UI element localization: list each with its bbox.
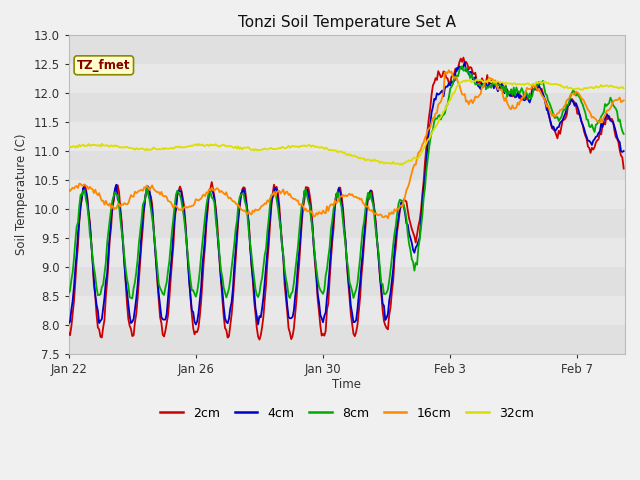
Title: Tonzi Soil Temperature Set A: Tonzi Soil Temperature Set A bbox=[238, 15, 456, 30]
X-axis label: Time: Time bbox=[332, 377, 362, 391]
Y-axis label: Soil Temperature (C): Soil Temperature (C) bbox=[15, 134, 28, 255]
Bar bbox=[68, 36, 625, 64]
Bar bbox=[68, 64, 625, 93]
Bar bbox=[68, 238, 625, 267]
Bar bbox=[68, 151, 625, 180]
Text: TZ_fmet: TZ_fmet bbox=[77, 59, 131, 72]
Bar bbox=[68, 325, 625, 354]
Bar bbox=[68, 180, 625, 209]
Bar bbox=[68, 209, 625, 238]
Bar bbox=[68, 93, 625, 122]
Bar bbox=[68, 122, 625, 151]
Bar bbox=[68, 296, 625, 325]
Bar bbox=[68, 267, 625, 296]
Legend: 2cm, 4cm, 8cm, 16cm, 32cm: 2cm, 4cm, 8cm, 16cm, 32cm bbox=[155, 402, 538, 425]
